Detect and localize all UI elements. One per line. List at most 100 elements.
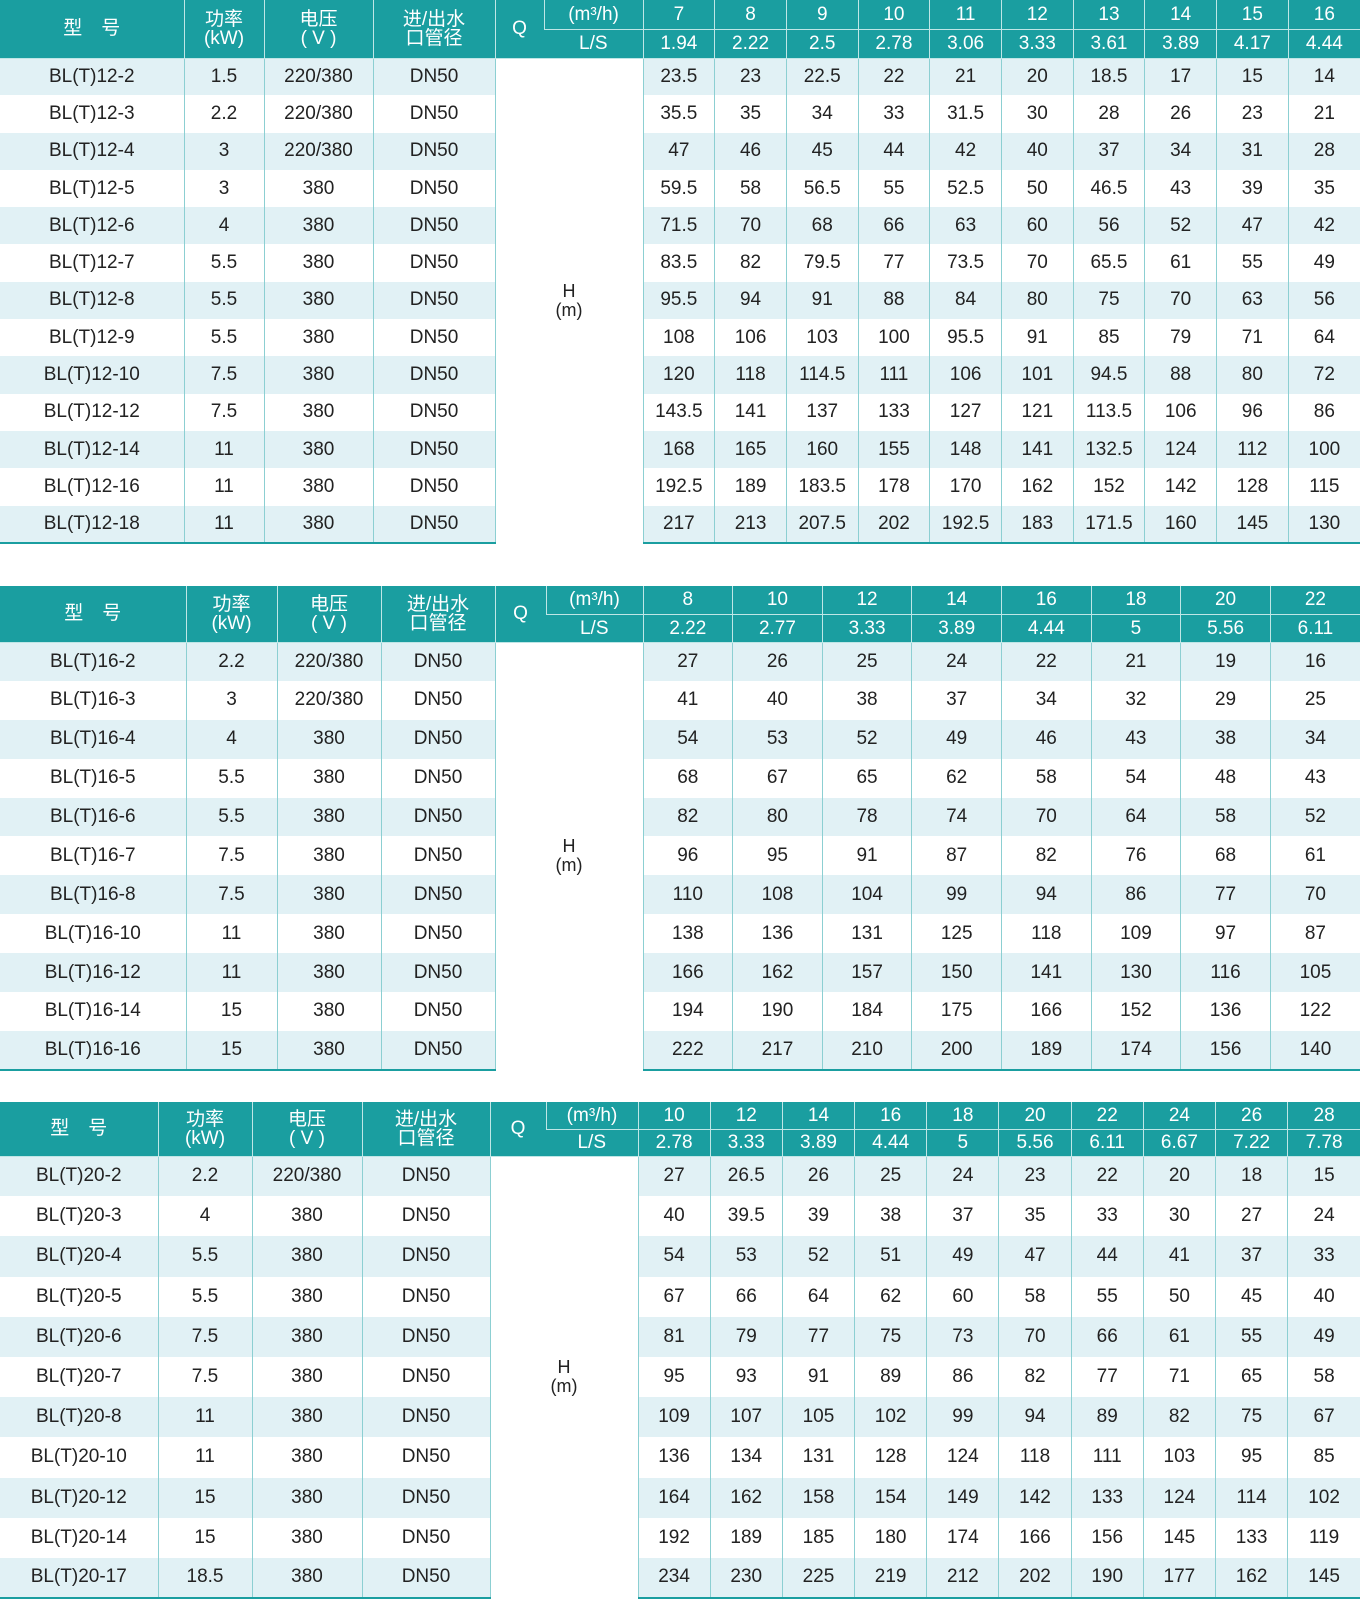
cell-head-value: 49 (1287, 1316, 1360, 1357)
cell-voltage: 220/380 (251, 1156, 362, 1197)
cell-head-value: 79 (709, 1316, 783, 1357)
cell-head-value: 102 (1287, 1477, 1360, 1518)
cell-head-value: 109 (1090, 914, 1181, 954)
cell-head-value: 62 (854, 1276, 927, 1317)
cell-head-value: 189 (709, 1517, 783, 1558)
cell-model: BL(T)16-16 (0, 1030, 186, 1071)
table-row: BL(T)16-3 3 220/380 DN50 41 40 38 37 34 32 29 25 (0, 680, 1360, 720)
cell-voltage: 380 (276, 1030, 381, 1071)
header-voltage: 电压 ( V ) (251, 1102, 362, 1157)
cell-pipe: DN50 (361, 1276, 490, 1317)
cell-head-value: 104 (821, 875, 912, 915)
cell-pipe: DN50 (372, 505, 496, 544)
header-row-m3h: 型 号功率 (kW) 电压 ( V ) 进/出水 口管径 Q (m³/h) 7 8 9 10 11… (0, 0, 1360, 59)
flow-m3h: 12 (709, 1102, 783, 1130)
header-power: 功率 (kW) (157, 1102, 252, 1157)
flow-ls: 5.56 (1180, 614, 1271, 643)
cell-head-value: 80 (1000, 281, 1074, 320)
cell-model: BL(T)20-4 (0, 1236, 158, 1277)
cell-head-value: 42 (929, 132, 1002, 170)
cell-pipe: DN50 (372, 58, 496, 96)
cell-head-value: 164 (637, 1477, 711, 1518)
cell-head-value: 85 (1287, 1437, 1360, 1478)
flow-ls: 3.33 (1000, 29, 1074, 59)
table-row: BL(T)12-6 4 380 DN50 71.5 70 68 66 63 60 56 52 47 42 (0, 207, 1360, 245)
cell-head-value: 38 (854, 1196, 927, 1237)
cell-head-value: 59.5 (642, 169, 715, 208)
cell-pipe: DN50 (361, 1437, 490, 1478)
cell-head-value: 112 (1216, 430, 1289, 469)
cell-head-value: 80 (1216, 356, 1289, 394)
table-row: BL(T)16-5 5.5 380 DN50 68 67 65 62 58 54 48 43 (0, 758, 1360, 798)
cell-pipe: DN50 (372, 430, 496, 469)
flow-m3h: 14 (911, 586, 1002, 615)
cell-head-value: 28 (1287, 132, 1360, 170)
cell-head-value: 114 (1214, 1477, 1288, 1518)
cell-head-value: 64 (781, 1276, 855, 1317)
flow-ls: 2.22 (714, 29, 787, 59)
flow-ls: 3.33 (821, 614, 912, 643)
cell-voltage: 380 (263, 244, 374, 282)
cell-head-value: 219 (854, 1557, 927, 1600)
cell-power: 15 (157, 1517, 252, 1558)
cell-pipe: DN50 (380, 680, 495, 720)
cell-pipe: DN50 (380, 953, 495, 993)
cell-head-value: 68 (642, 758, 733, 798)
cell-head-value: 95 (1214, 1437, 1288, 1478)
cell-head-value: 120 (642, 356, 715, 394)
flow-m3h: 28 (1287, 1102, 1360, 1130)
cell-power: 11 (157, 1397, 252, 1438)
table-row: BL(T)20-17 18.5 380 DN50 234 230 225 219 212 202 1… (0, 1557, 1360, 1600)
cell-head-value: 108 (732, 875, 823, 915)
cell-power: 11 (183, 468, 265, 506)
cell-head-value: 133 (1070, 1477, 1144, 1518)
cell-head-value: 207.5 (785, 505, 859, 544)
cell-head-value: 21 (1090, 642, 1181, 681)
table-row: BL(T)16-14 15 380 DN50 194 190 184 175 166 152 136… (0, 992, 1360, 1031)
cell-head-value: 141 (1000, 430, 1074, 469)
cell-head-value: 185 (781, 1517, 855, 1558)
table-row: BL(T)12-12 7.5 380 DN50 143.5 141 137 133 127 121… (0, 393, 1360, 431)
cell-head-value: 41 (642, 680, 733, 720)
cell-power: 11 (185, 953, 277, 993)
cell-head-value: 15 (1287, 1156, 1360, 1197)
cell-model: BL(T)12-6 (0, 207, 185, 245)
cell-pipe: DN50 (361, 1557, 490, 1600)
cell-head-value: 83.5 (642, 244, 715, 282)
cell-head-value: 131 (821, 914, 912, 954)
cell-head-value: 14 (1287, 58, 1360, 96)
cell-head-value: 58 (1287, 1356, 1360, 1398)
cell-voltage: 380 (263, 468, 374, 506)
cell-head-value: 23 (998, 1156, 1072, 1197)
cell-head-value: 225 (781, 1557, 855, 1600)
cell-head-value: 18 (1214, 1156, 1288, 1197)
table-row: BL(T)16-7 7.5 380 DN50 96 95 91 87 82 76 68 61 (0, 836, 1360, 876)
head-label: H (m) (494, 58, 644, 543)
flow-m3h: 20 (998, 1102, 1072, 1130)
cell-power: 11 (157, 1437, 252, 1478)
cell-head-value: 40 (637, 1196, 711, 1237)
cell-head-value: 37 (911, 680, 1002, 720)
cell-voltage: 380 (263, 393, 374, 431)
cell-head-value: 136 (637, 1437, 711, 1478)
cell-model: BL(T)12-10 (0, 356, 185, 394)
cell-power: 5.5 (183, 244, 265, 282)
cell-head-value: 136 (732, 914, 823, 954)
cell-model: BL(T)12-8 (0, 281, 185, 320)
header-row-m3h: 型 号功率 (kW) 电压 ( V ) 进/出水 口管径 Q (m³/h) 8 10 12 14… (0, 586, 1360, 643)
cell-power: 11 (183, 430, 265, 469)
cell-head-value: 75 (1214, 1397, 1288, 1438)
cell-head-value: 52 (781, 1236, 855, 1277)
cell-head-value: 37 (926, 1196, 999, 1237)
cell-head-value: 94 (1001, 875, 1092, 915)
cell-model: BL(T)16-12 (0, 953, 186, 993)
cell-power: 3 (183, 169, 265, 208)
flow-ls: 3.89 (781, 1129, 855, 1157)
cell-pipe: DN50 (380, 836, 495, 876)
header-model: 型 号 (0, 586, 186, 643)
flow-ls: 3.89 (1144, 29, 1217, 59)
cell-head-value: 27 (1214, 1196, 1288, 1237)
cell-power: 11 (185, 914, 277, 954)
cell-head-value: 27 (637, 1156, 711, 1197)
cell-model: BL(T)16-10 (44, 922, 141, 944)
